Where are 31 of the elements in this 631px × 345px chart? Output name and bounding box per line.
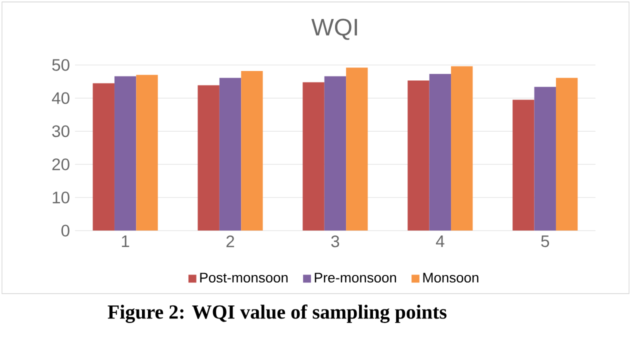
x-tick-label: 2 (226, 236, 234, 248)
bar (302, 82, 324, 231)
bar (346, 68, 368, 231)
y-tick-label: 30 (52, 125, 70, 138)
bar (136, 74, 158, 231)
bar (512, 100, 534, 231)
bar (241, 70, 263, 231)
bar (429, 74, 452, 231)
x-tick-label: 4 (436, 236, 444, 247)
chart-title: WQI (311, 18, 357, 40)
bar (556, 78, 578, 231)
bar (198, 85, 220, 231)
bar (324, 76, 346, 231)
x-tick-label: 5 (541, 236, 550, 248)
x-tick-label: 3 (331, 236, 340, 248)
caption: Figure 2: WQI value of sampling points (108, 304, 446, 323)
y-tick-label: 50 (52, 59, 70, 71)
legend-label: Pre-monsoon (314, 272, 396, 283)
y-tick-label: 10 (52, 192, 70, 204)
x-tick-label: 1 (122, 236, 130, 247)
bar (114, 76, 136, 231)
y-tick-label: 40 (52, 92, 70, 104)
bar (534, 86, 556, 231)
legend-label: Post-monsoon (200, 272, 288, 283)
bar (451, 66, 473, 231)
y-tick-label: 0 (61, 224, 70, 236)
legend-label: Monsoon (423, 272, 478, 283)
bar (92, 83, 114, 231)
y-tick-label: 20 (52, 158, 70, 170)
bar (408, 80, 430, 231)
bar (219, 78, 242, 231)
